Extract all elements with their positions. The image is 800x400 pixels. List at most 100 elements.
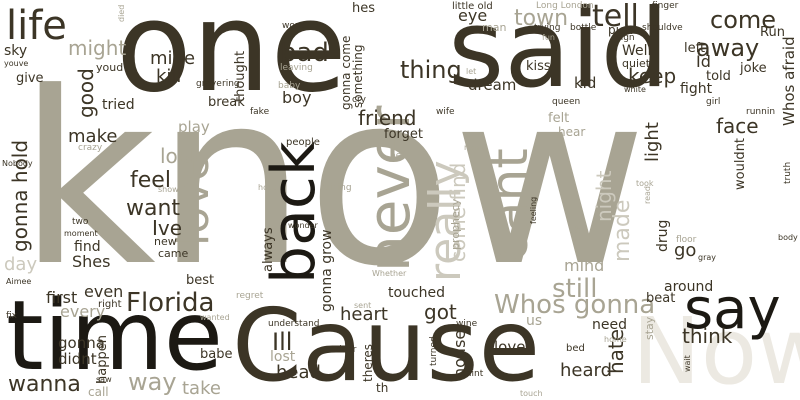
word-wine: wine <box>456 319 478 329</box>
word-gonna-grow: gonna grow <box>319 229 335 312</box>
word-fix: fix <box>6 311 17 321</box>
word-queen: queen <box>552 97 581 107</box>
word-around: around <box>664 279 714 295</box>
word-grave: grave <box>196 79 222 89</box>
word-bed: bed <box>566 343 585 354</box>
word-read: read <box>643 185 652 204</box>
word-turned: turned <box>429 336 439 366</box>
word-head: head <box>276 362 321 383</box>
word-girl: girl <box>706 97 721 107</box>
word-know: know <box>18 42 647 319</box>
word-way: way <box>128 368 177 396</box>
word-died: died <box>117 4 126 22</box>
word-now: Now <box>632 298 800 400</box>
word-heart: heart <box>340 304 388 325</box>
word-loved: loved <box>494 338 535 356</box>
word-cry: cry <box>352 95 366 105</box>
word-right: right <box>98 299 122 310</box>
word-ill: Ill <box>272 328 293 356</box>
word-still: still <box>552 274 598 304</box>
word-cause: Cause <box>232 287 541 400</box>
word-us: us <box>526 313 543 329</box>
word-wonder: wonder <box>288 221 318 230</box>
word-one: one <box>116 0 347 120</box>
word-hear: hear <box>558 125 586 139</box>
word-leaving: leaving <box>280 63 313 73</box>
word-said: said <box>448 0 670 112</box>
word-find: find <box>74 239 101 255</box>
word-ive: Ive <box>152 216 183 240</box>
word-name: name <box>464 143 487 152</box>
word-bottle: bottle <box>570 23 597 33</box>
word-kid: kid <box>574 74 597 92</box>
word-eye: eye <box>458 6 488 25</box>
word-think: think <box>682 324 733 348</box>
word-wait: wait <box>683 355 692 372</box>
word-finger: finger <box>652 1 679 11</box>
word-bad: bad <box>280 38 329 68</box>
word-every: every <box>60 302 106 321</box>
word-body: body <box>778 233 798 242</box>
word-give: give <box>16 71 44 86</box>
word-regret: regret <box>236 291 264 301</box>
word-fight: fight <box>680 81 713 97</box>
word-call: call <box>88 385 109 399</box>
word-forget: forget <box>384 127 423 142</box>
word-lost: lost <box>270 349 296 365</box>
word-theres: theres <box>361 344 375 382</box>
word-sign: sign <box>616 33 635 43</box>
word-white: white <box>624 85 646 94</box>
word-tell: tell <box>592 0 639 34</box>
word-day: day <box>4 254 38 275</box>
word-kiss: kiss <box>526 59 551 74</box>
word-aimee: Aimee <box>6 277 32 286</box>
word-people: people <box>286 137 320 148</box>
word-crazy: crazy <box>78 143 103 153</box>
word-always: always <box>261 227 276 272</box>
word-left: left <box>684 41 706 56</box>
word-sent: sent <box>354 301 372 310</box>
word-quiet: quiet <box>622 57 651 70</box>
word-whos-afraid: Whos afraid <box>780 36 798 126</box>
word-come: come <box>710 6 777 34</box>
word-man: man <box>482 21 507 34</box>
word-away: away <box>696 34 760 62</box>
word-sky: sky <box>4 43 28 59</box>
word-moment: moment <box>64 229 98 238</box>
word-drug: drug <box>655 219 671 252</box>
word-let: let <box>466 67 477 76</box>
word-joke: joke <box>740 61 767 76</box>
word-baby: baby <box>278 81 301 91</box>
word-look: look <box>160 144 202 168</box>
word-town: town <box>514 6 569 31</box>
word-mind: mind <box>564 256 605 275</box>
word-hes: hes <box>352 1 376 16</box>
word-feel: feel <box>130 168 171 193</box>
word-best: best <box>186 273 215 288</box>
word-night: night <box>592 170 616 222</box>
word-felt: felt <box>548 111 570 126</box>
word-stay: stay <box>643 316 656 340</box>
word-play: play <box>178 118 210 136</box>
word-might: might <box>68 36 127 60</box>
word-youd: youd <box>96 61 124 74</box>
word-mine: mine <box>150 48 196 69</box>
word-new: new <box>154 235 177 248</box>
word-hope: hope <box>258 183 278 192</box>
word-break: break <box>208 95 245 110</box>
word-pick: pick <box>608 23 633 37</box>
word-shes: Shes <box>72 252 111 271</box>
word-shouldve: shouldve <box>642 23 683 33</box>
word-truth: truth <box>783 161 793 184</box>
word-well: Well <box>622 43 652 59</box>
word-dream: dream <box>468 76 517 94</box>
word-run: Run <box>760 25 785 40</box>
word-want: want <box>126 196 181 221</box>
word-whether: Whether <box>372 269 407 278</box>
word-fun: fun <box>542 33 555 42</box>
word-life: life <box>6 3 67 49</box>
word-whos-gonna: Whos gonna <box>494 290 656 320</box>
word-th: th <box>376 381 389 395</box>
word-tried: tried <box>102 97 135 113</box>
